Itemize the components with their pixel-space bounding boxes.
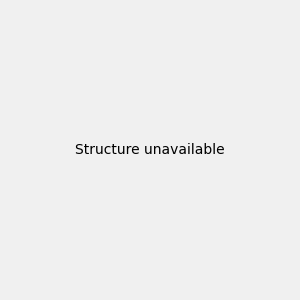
Text: Structure unavailable: Structure unavailable xyxy=(75,143,225,157)
